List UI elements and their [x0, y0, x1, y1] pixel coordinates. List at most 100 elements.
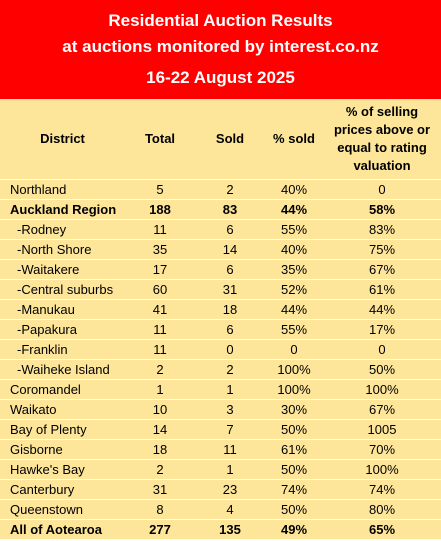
cell-total: 8 [125, 499, 195, 520]
cell-total: 2 [125, 359, 195, 380]
cell-sold: 4 [195, 499, 265, 520]
cell-sold: 2 [195, 179, 265, 200]
cell-district: Queenstown [0, 499, 125, 520]
cell-total: 11 [125, 219, 195, 240]
cell-sold: 2 [195, 359, 265, 380]
column-header-total: Total [125, 99, 195, 180]
cell-total: 14 [125, 419, 195, 440]
cell-total: 35 [125, 239, 195, 260]
cell-district: -Papakura [0, 319, 125, 340]
cell-district: -North Shore [0, 239, 125, 260]
table-row: Waikato 10 3 30% 67% [0, 399, 441, 420]
date-range: 16-22 August 2025 [146, 68, 295, 87]
cell-district: Hawke's Bay [0, 459, 125, 480]
cell-district: Northland [0, 179, 125, 200]
header-banner: Residential Auction Results at auctions … [0, 0, 441, 99]
cell-district: Canterbury [0, 479, 125, 500]
table-row: All of Aotearoa 277 135 49% 65% [0, 519, 441, 540]
table-row: -Papakura 11 6 55% 17% [0, 319, 441, 340]
cell-total: 10 [125, 399, 195, 420]
page-subtitle: at auctions monitored by interest.co.nz [62, 37, 379, 56]
cell-pct-sold: 74% [265, 479, 323, 500]
table-row: Canterbury 31 23 74% 74% [0, 479, 441, 500]
cell-sold: 11 [195, 439, 265, 460]
cell-total: 17 [125, 259, 195, 280]
cell-total: 11 [125, 319, 195, 340]
table-row: -Rodney 11 6 55% 83% [0, 219, 441, 240]
cell-pct-sold: 40% [265, 179, 323, 200]
table-row: Northland 5 2 40% 0 [0, 179, 441, 200]
results-table: District Total Sold % sold % of selling … [0, 99, 441, 540]
cell-pct-sold: 52% [265, 279, 323, 300]
cell-sold: 6 [195, 319, 265, 340]
cell-pct-sold: 50% [265, 459, 323, 480]
cell-district: -Waiheke Island [0, 359, 125, 380]
cell-pct-above-rv: 67% [323, 399, 441, 420]
table-row: -Central suburbs 60 31 52% 61% [0, 279, 441, 300]
cell-sold: 83 [195, 199, 265, 220]
cell-sold: 6 [195, 219, 265, 240]
cell-district: Waikato [0, 399, 125, 420]
cell-pct-above-rv: 80% [323, 499, 441, 520]
page-title: Residential Auction Results [108, 11, 333, 30]
cell-pct-above-rv: 100% [323, 459, 441, 480]
cell-district: Coromandel [0, 379, 125, 400]
cell-district: -Rodney [0, 219, 125, 240]
cell-sold: 23 [195, 479, 265, 500]
table-header-row: District Total Sold % sold % of selling … [0, 99, 441, 180]
cell-sold: 31 [195, 279, 265, 300]
cell-pct-above-rv: 44% [323, 299, 441, 320]
cell-total: 188 [125, 199, 195, 220]
cell-sold: 14 [195, 239, 265, 260]
column-header-district: District [0, 99, 125, 180]
table-row: Bay of Plenty 14 7 50% 1005 [0, 419, 441, 440]
cell-total: 5 [125, 179, 195, 200]
cell-pct-sold: 40% [265, 239, 323, 260]
cell-pct-sold: 30% [265, 399, 323, 420]
cell-pct-above-rv: 83% [323, 219, 441, 240]
cell-pct-sold: 44% [265, 299, 323, 320]
column-header-pct-above-rv: % of selling prices above or equal to ra… [323, 99, 441, 180]
table-row: -Manukau 41 18 44% 44% [0, 299, 441, 320]
cell-pct-above-rv: 0 [323, 339, 441, 360]
cell-pct-above-rv: 67% [323, 259, 441, 280]
cell-pct-above-rv: 0 [323, 179, 441, 200]
table-row: -Waitakere 17 6 35% 67% [0, 259, 441, 280]
cell-pct-above-rv: 17% [323, 319, 441, 340]
column-header-sold: Sold [195, 99, 265, 180]
cell-total: 41 [125, 299, 195, 320]
cell-total: 60 [125, 279, 195, 300]
cell-district: -Waitakere [0, 259, 125, 280]
cell-pct-above-rv: 1005 [323, 419, 441, 440]
cell-district: -Central suburbs [0, 279, 125, 300]
cell-pct-above-rv: 61% [323, 279, 441, 300]
cell-pct-sold: 0 [265, 339, 323, 360]
cell-district: -Manukau [0, 299, 125, 320]
cell-pct-above-rv: 75% [323, 239, 441, 260]
cell-district: -Franklin [0, 339, 125, 360]
cell-total: 31 [125, 479, 195, 500]
table-body: Northland 5 2 40% 0 Auckland Region 188 83 44% 58… [0, 179, 441, 540]
cell-pct-sold: 100% [265, 359, 323, 380]
column-header-pct-sold: % sold [265, 99, 323, 180]
table-row: -Franklin 11 0 0 0 [0, 339, 441, 360]
cell-pct-sold: 50% [265, 419, 323, 440]
cell-pct-above-rv: 70% [323, 439, 441, 460]
cell-pct-sold: 35% [265, 259, 323, 280]
cell-sold: 18 [195, 299, 265, 320]
cell-sold: 3 [195, 399, 265, 420]
cell-pct-sold: 61% [265, 439, 323, 460]
cell-district: All of Aotearoa [0, 519, 125, 540]
cell-pct-above-rv: 58% [323, 199, 441, 220]
cell-total: 1 [125, 379, 195, 400]
table-row: Queenstown 8 4 50% 80% [0, 499, 441, 520]
cell-pct-above-rv: 100% [323, 379, 441, 400]
table-row: Hawke's Bay 2 1 50% 100% [0, 459, 441, 480]
cell-district: Bay of Plenty [0, 419, 125, 440]
cell-sold: 7 [195, 419, 265, 440]
cell-pct-sold: 55% [265, 319, 323, 340]
cell-pct-sold: 44% [265, 199, 323, 220]
cell-pct-sold: 100% [265, 379, 323, 400]
table-row: Auckland Region 188 83 44% 58% [0, 199, 441, 220]
